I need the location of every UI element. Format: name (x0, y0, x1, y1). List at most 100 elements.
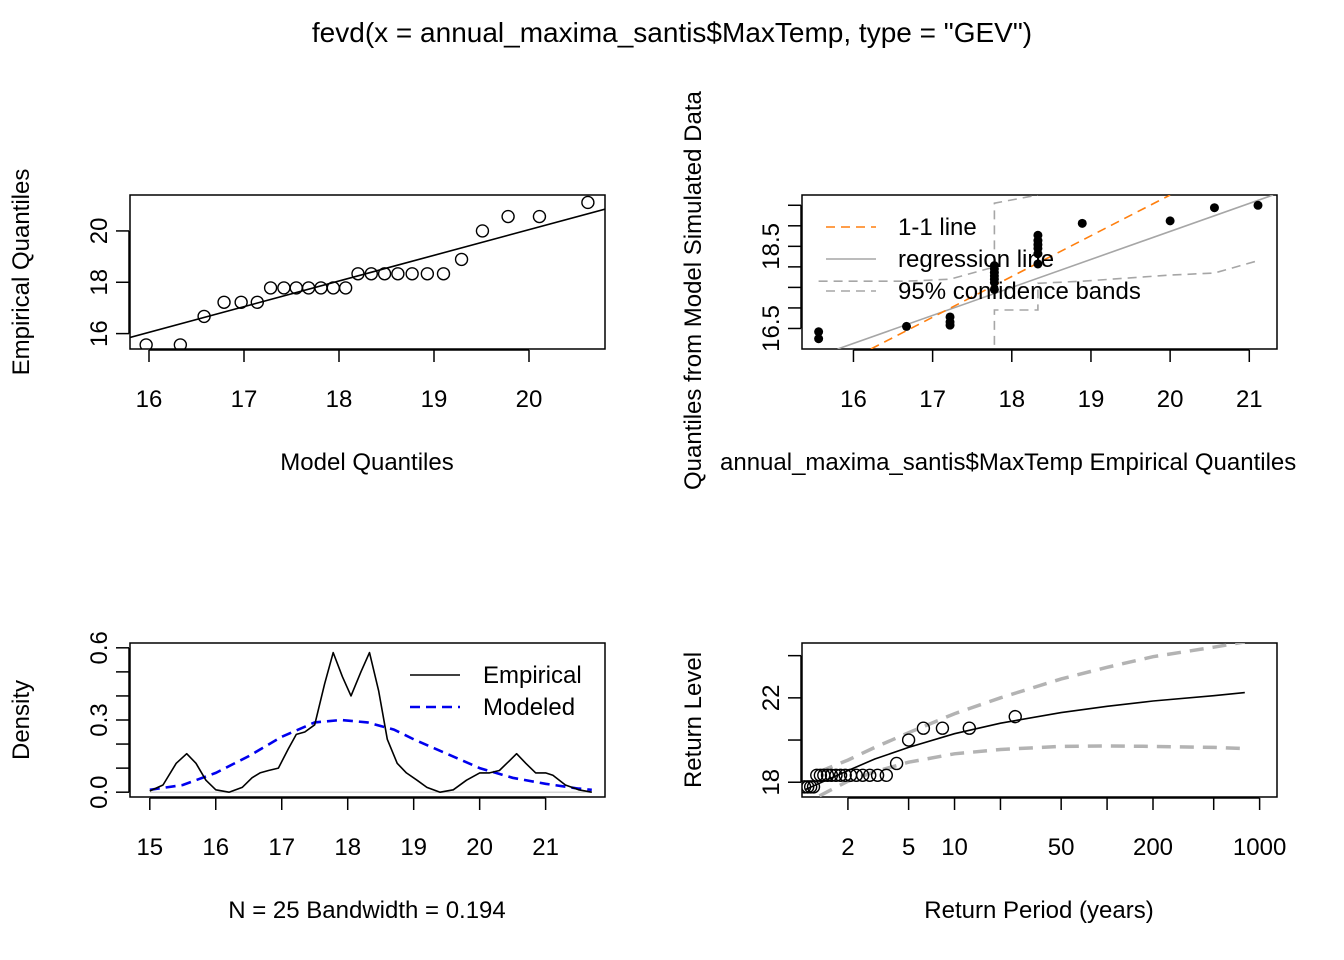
confidence-band-lower (993, 259, 1259, 345)
data-point (1033, 230, 1043, 240)
data-point (263, 281, 278, 295)
x-tick-label: 19 (400, 834, 427, 861)
figure-title: fevd(x = annual_maxima_santis$MaxTemp, t… (312, 17, 1032, 48)
x-tick-label: 16 (202, 834, 229, 861)
data-point (581, 195, 595, 210)
y-tick-label: 18.5 (758, 223, 785, 270)
data-point (889, 756, 904, 771)
legend-label-one-to-one: 1-1 line (898, 214, 977, 241)
fit-line (130, 208, 605, 339)
data-point (391, 267, 405, 281)
y-tick-label: 22 (758, 684, 785, 711)
y-axis-label: Density (8, 680, 35, 760)
regression-line (837, 195, 1274, 349)
data-point (901, 733, 916, 747)
x-tick-label: 18 (334, 834, 361, 861)
data-point (314, 281, 328, 295)
y-axis-label: Quantiles from Model Simulated Data (680, 91, 707, 491)
empirical-density-line (149, 651, 592, 793)
data-point (338, 281, 353, 295)
x-tick-label: 1000 (1233, 834, 1286, 861)
x-tick-label: 10 (941, 834, 968, 861)
data-point (1008, 709, 1022, 724)
x-tick-label: 20 (466, 834, 493, 861)
x-tick-label: 16 (840, 386, 867, 413)
data-point (405, 267, 419, 281)
data-point (1077, 218, 1087, 228)
data-point (989, 261, 999, 271)
data-point (173, 338, 188, 349)
return-level-line (804, 691, 1245, 791)
x-tick-label: 18 (326, 386, 353, 413)
y-tick-label: 16.5 (758, 305, 785, 352)
x-axis-label: annual_maxima_santis$MaxTemp Empirical Q… (720, 449, 1296, 476)
plot-frame (801, 642, 1278, 798)
data-point (833, 768, 848, 782)
data-point (1033, 259, 1043, 269)
data-point (856, 768, 870, 782)
data-point (814, 334, 824, 344)
x-tick-label: 17 (268, 834, 295, 861)
modeled-density-line (149, 718, 592, 792)
data-point (1253, 200, 1263, 210)
data-point (217, 295, 231, 309)
x-tick-label: 17 (919, 386, 946, 413)
data-point (277, 281, 291, 295)
data-point (364, 267, 378, 281)
x-tick-label: 21 (532, 834, 559, 861)
x-tick-label: 2 (841, 834, 854, 861)
data-point (945, 320, 955, 330)
data-point (902, 321, 911, 331)
data-point (1165, 216, 1175, 226)
data-point (250, 295, 264, 309)
data-point (197, 309, 211, 324)
ci-lower-line (818, 744, 1245, 797)
data-point (829, 768, 843, 782)
data-point (351, 267, 365, 281)
plot-frame (129, 194, 606, 350)
data-point (326, 281, 340, 295)
legend-label-regression: regression line (898, 246, 1054, 273)
ci-upper-line (818, 643, 1246, 774)
y-tick-label: 0.6 (86, 631, 113, 664)
y-tick-label: 20 (86, 218, 113, 245)
data-point (820, 768, 835, 782)
x-axis-label: N = 25 Bandwidth = 0.194 (228, 897, 506, 924)
one-to-one-line (870, 195, 1171, 349)
data-point (838, 768, 852, 782)
plot-frame (129, 642, 606, 798)
legend: 1-1 line regression line 95% confidence … (826, 214, 1141, 305)
y-tick-label: 0.0 (86, 776, 113, 809)
data-point (962, 721, 977, 735)
data-point (436, 267, 451, 281)
plot-frame (801, 194, 1278, 350)
data-point (532, 209, 547, 224)
x-tick-label: 18 (998, 386, 1025, 413)
x-tick-label: 200 (1133, 834, 1173, 861)
data-point (802, 780, 812, 794)
data-point (814, 327, 824, 337)
x-tick-label: 19 (421, 386, 448, 413)
data-point (935, 721, 950, 735)
data-point (810, 768, 824, 782)
x-tick-label: 21 (1236, 386, 1263, 413)
y-tick-label: 18 (86, 269, 113, 296)
x-axis-label: Return Period (years) (924, 897, 1153, 924)
data-point (377, 267, 392, 281)
y-tick-label: 16 (86, 320, 113, 347)
y-tick-label: 18 (758, 769, 785, 796)
data-point (824, 768, 839, 782)
data-point (139, 338, 153, 349)
legend-label-confidence: 95% confidence bands (898, 278, 1141, 305)
panel-density: 15 16 17 18 19 20 21 0.0 0.3 0.6 Empirical Modele… (8, 631, 606, 924)
data-point (1209, 203, 1219, 213)
x-tick-label: 17 (231, 386, 258, 413)
y-axis-label: Return Level (680, 652, 707, 788)
legend-label-modeled: Modeled (483, 694, 575, 721)
data-point (863, 768, 877, 782)
data-point (420, 267, 435, 281)
x-tick-label: 20 (516, 386, 543, 413)
data-point (916, 721, 931, 735)
